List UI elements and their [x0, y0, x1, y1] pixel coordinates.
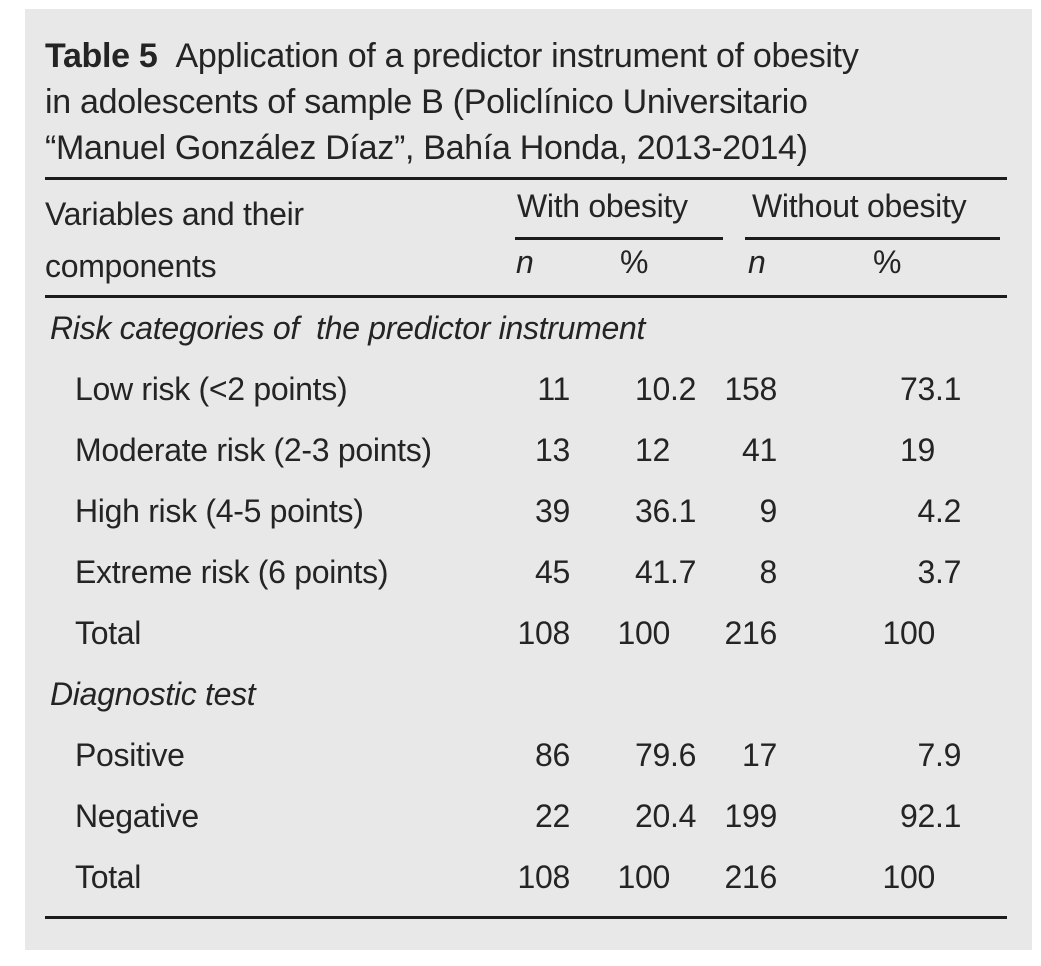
- cell-n-without: 9: [759, 493, 778, 529]
- cell-pct-without: 92.1: [900, 798, 962, 834]
- table-row: Negative 22 20.4 199 92.1: [45, 786, 1007, 847]
- cell-n-with: 108: [517, 615, 571, 651]
- group-underline-without: [745, 237, 1000, 240]
- cell-n-with: 108: [517, 859, 571, 895]
- cell-pct-with: 100: [617, 615, 671, 651]
- caption-text: “Manuel González Díaz”, Bahía Honda, 201…: [45, 129, 808, 167]
- cell-n-with: 39: [535, 493, 570, 529]
- row-label: Total: [75, 615, 142, 651]
- cell-n-with: 86: [535, 737, 570, 773]
- cell-n-with: 22: [535, 798, 570, 834]
- cell-n-with: 45: [535, 554, 570, 590]
- section-heading: Risk categories of the predictor instrum…: [50, 310, 646, 346]
- cell-n-without: 199: [724, 798, 778, 834]
- group-underline-with: [515, 237, 723, 240]
- divider-top: [45, 177, 1007, 180]
- cell-n-without: 41: [742, 432, 777, 468]
- cell-pct-without: 3.7: [917, 554, 962, 590]
- cell-pct-with: 79.6: [635, 737, 697, 773]
- row-label: Moderate risk (2-3 points): [75, 432, 432, 468]
- row-label: Negative: [75, 798, 199, 834]
- column-header-n-without: n: [748, 244, 766, 280]
- cell-n-without: 216: [724, 859, 778, 895]
- table-row: Low risk (<2 points) 11 10.2 158 73.1: [45, 359, 1007, 420]
- column-group-with-obesity: With obesity: [517, 188, 688, 224]
- table-card: Table 5 Application of a predictor instru…: [25, 9, 1032, 950]
- cell-n-with: 13: [535, 432, 570, 468]
- cell-n-without: 216: [724, 615, 778, 651]
- column-header-pct-with: %: [620, 244, 649, 280]
- cell-pct-without: 4.2: [917, 493, 962, 529]
- cell-pct-without: 7.9: [917, 737, 962, 773]
- cell-pct-without: 100: [882, 615, 936, 651]
- column-group-without-obesity: Without obesity: [752, 188, 967, 224]
- row-label: Positive: [75, 737, 185, 773]
- section-heading-row: Risk categories of the predictor instrum…: [45, 298, 1007, 359]
- cell-pct-with: 10.2: [635, 371, 697, 407]
- cell-pct-without: 73.1: [900, 371, 962, 407]
- table-row: Extreme risk (6 points) 45 41.7 8 3.7: [45, 542, 1007, 603]
- table-body: Risk categories of the predictor instrum…: [45, 298, 1007, 908]
- cell-pct-without: 100: [882, 859, 936, 895]
- cell-n-with: 11: [537, 371, 570, 407]
- table-number: Table 5: [45, 37, 158, 75]
- table-row: Positive 86 79.6 17 7.9: [45, 725, 1007, 786]
- row-label: High risk (4-5 points): [75, 493, 364, 529]
- section-heading-row: Diagnostic test: [45, 664, 1007, 725]
- divider-bottom: [45, 916, 1007, 919]
- column-header-n-with: n: [516, 244, 534, 280]
- cell-pct-with: 41.7: [635, 554, 697, 590]
- table-header: Variables and their components With obes…: [45, 180, 1007, 295]
- row-label: Extreme risk (6 points): [75, 554, 389, 590]
- cell-n-without: 17: [742, 737, 777, 773]
- cell-pct-without: 19: [900, 432, 935, 468]
- cell-pct-with: 20.4: [635, 798, 697, 834]
- column-header-pct-without: %: [873, 244, 902, 280]
- table-row: Total 108 100 216 100: [45, 603, 1007, 664]
- row-label: Total: [75, 859, 142, 895]
- table-row: Moderate risk (2-3 points) 13 12 41 19: [45, 420, 1007, 481]
- cell-pct-with: 100: [617, 859, 671, 895]
- cell-n-without: 8: [759, 554, 778, 590]
- table-row: High risk (4-5 points) 39 36.1 9 4.2: [45, 481, 1007, 542]
- caption-text: Application of a predictor instrument of…: [175, 37, 859, 75]
- row-label: Low risk (<2 points): [75, 371, 348, 407]
- caption-line: Table 5 Application of a predictor instru…: [45, 33, 1007, 79]
- cell-pct-with: 12: [635, 432, 670, 468]
- cell-n-without: 158: [724, 371, 778, 407]
- cell-pct-with: 36.1: [635, 493, 697, 529]
- table-caption: Table 5 Application of a predictor instru…: [45, 9, 1007, 171]
- section-heading: Diagnostic test: [50, 676, 256, 712]
- divider-header: [45, 295, 1007, 298]
- caption-text: in adolescents of sample B (Policlínico …: [45, 83, 808, 121]
- column-header-variables: Variables and their components: [45, 196, 304, 284]
- table-row: Total 108 100 216 100: [45, 847, 1007, 908]
